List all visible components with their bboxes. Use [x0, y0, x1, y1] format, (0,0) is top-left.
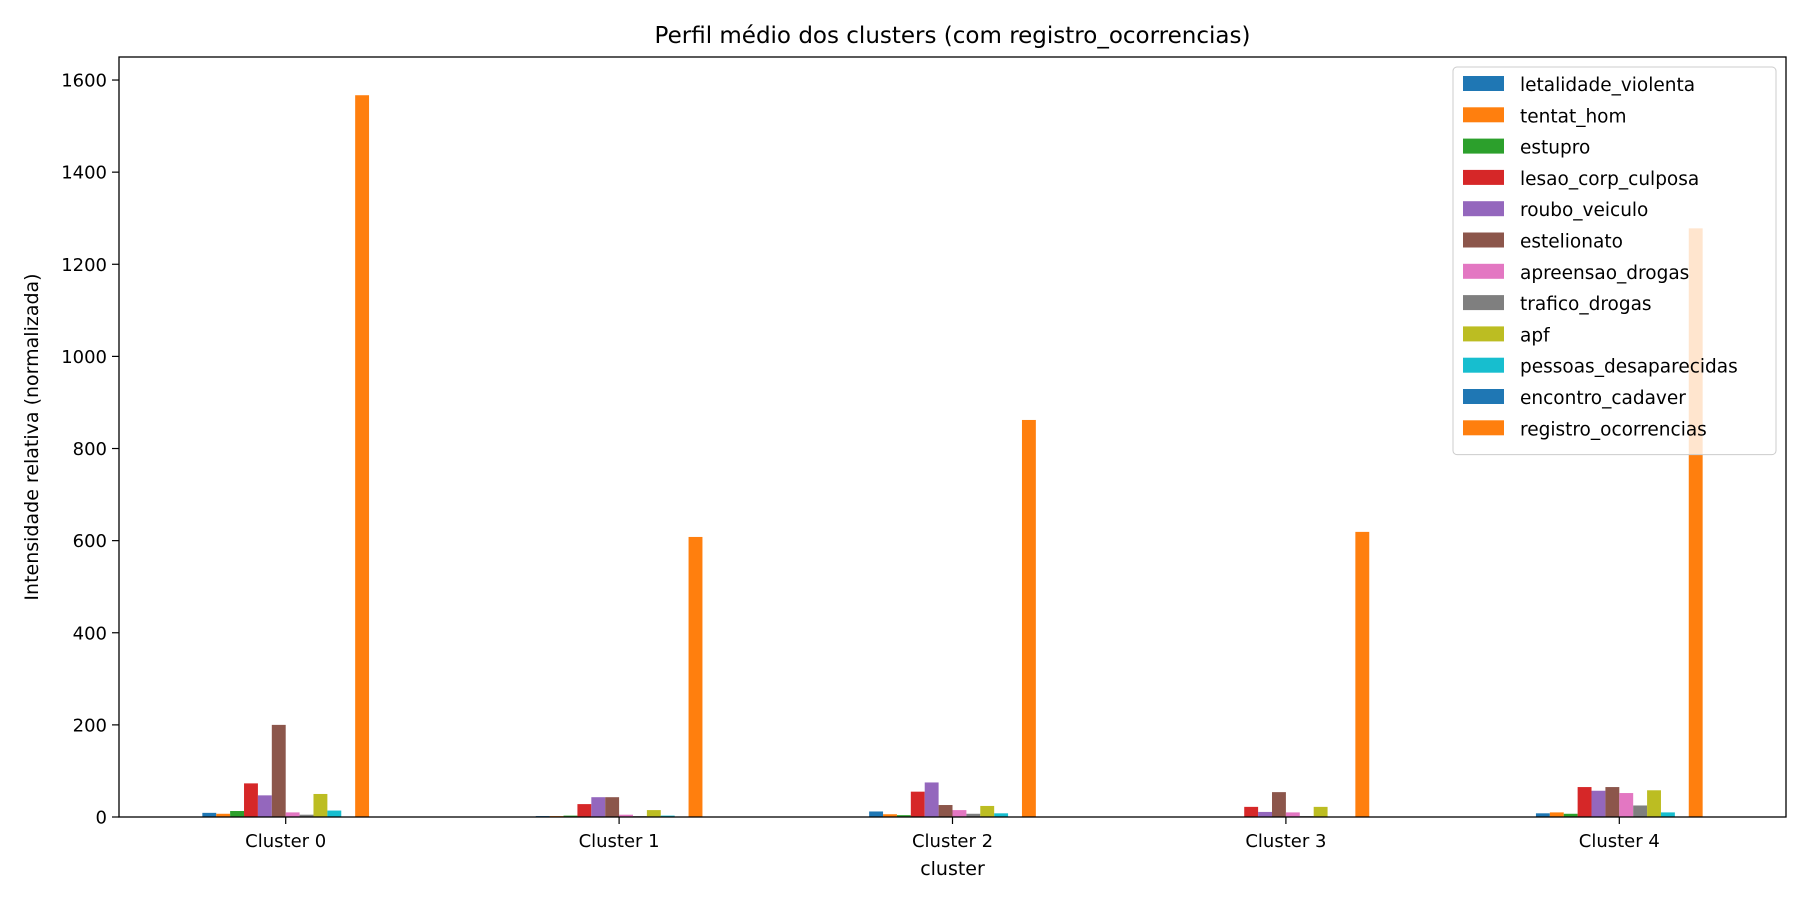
bar-apreensao_drogas-3: [1286, 812, 1300, 817]
bar-pessoas_desaparecidas-4: [1661, 812, 1675, 817]
bar-roubo_veiculo-2: [925, 782, 939, 817]
bar-estupro-0: [230, 811, 244, 817]
bar-estelionato-0: [272, 725, 286, 817]
bar-estelionato-4: [1605, 787, 1619, 817]
bar-registro_ocorrencias-1: [689, 537, 703, 817]
y-tick-label: 600: [73, 531, 107, 552]
y-tick-label: 0: [96, 808, 107, 829]
chart-title: Perfil médio dos clusters (com registro_…: [655, 23, 1251, 49]
legend-swatch-letalidade_violenta: [1463, 76, 1504, 91]
bar-apf-2: [980, 806, 994, 817]
legend-swatch-roubo_veiculo: [1463, 201, 1504, 216]
legend-label-letalidade_violenta: letalidade_violenta: [1520, 75, 1695, 96]
legend-label-estupro: estupro: [1520, 138, 1590, 159]
bar-lesao_corp_culposa-2: [911, 792, 925, 817]
y-tick-label: 1200: [61, 255, 107, 276]
y-tick-label: 1400: [61, 163, 107, 184]
bar-tentat_hom-4: [1550, 812, 1564, 817]
y-tick-label: 200: [73, 715, 107, 736]
legend-label-apreensao_drogas: apreensao_drogas: [1520, 263, 1689, 284]
bar-apf-4: [1647, 790, 1661, 817]
bar-apf-0: [313, 794, 327, 817]
legend-swatch-registro_ocorrencias: [1463, 420, 1504, 435]
legend-label-lesao_corp_culposa: lesao_corp_culposa: [1520, 169, 1699, 190]
x-tick-label: Cluster 4: [1579, 831, 1660, 852]
legend-label-tentat_hom: tentat_hom: [1520, 106, 1627, 127]
bar-registro_ocorrencias-0: [355, 95, 369, 817]
y-tick-label: 1000: [61, 347, 107, 368]
bar-roubo_veiculo-1: [591, 797, 605, 817]
legend-label-registro_ocorrencias: registro_ocorrencias: [1520, 419, 1707, 440]
bar-roubo_veiculo-4: [1592, 791, 1606, 817]
legend-swatch-apreensao_drogas: [1463, 264, 1504, 279]
legend-swatch-tentat_hom: [1463, 107, 1504, 122]
legend-label-encontro_cadaver: encontro_cadaver: [1520, 388, 1686, 409]
y-tick-label: 1600: [61, 71, 107, 92]
y-tick-label: 400: [73, 623, 107, 644]
x-axis-label: cluster: [920, 858, 985, 880]
bar-lesao_corp_culposa-0: [244, 783, 258, 817]
legend-label-roubo_veiculo: roubo_veiculo: [1520, 200, 1648, 221]
bar-estelionato-3: [1272, 792, 1286, 817]
x-tick-label: Cluster 2: [912, 831, 993, 852]
bar-lesao_corp_culposa-4: [1578, 787, 1592, 817]
bar-apreensao_drogas-0: [286, 812, 300, 817]
legend-label-trafico_drogas: trafico_drogas: [1520, 294, 1652, 315]
legend-swatch-encontro_cadaver: [1463, 389, 1504, 404]
legend-swatch-pessoas_desaparecidas: [1463, 358, 1504, 373]
legend-label-apf: apf: [1520, 325, 1550, 346]
bar-roubo_veiculo-0: [258, 795, 272, 817]
bar-trafico_drogas-4: [1633, 805, 1647, 817]
legend-swatch-apf: [1463, 326, 1504, 341]
bar-lesao_corp_culposa-3: [1244, 807, 1258, 817]
x-tick-label: Cluster 1: [579, 831, 660, 852]
bar-apreensao_drogas-2: [953, 810, 967, 817]
legend-swatch-estelionato: [1463, 233, 1504, 248]
bar-apreensao_drogas-4: [1619, 793, 1633, 817]
y-axis-label: Intensidade relativa (normalizada): [21, 273, 43, 600]
legend-swatch-estupro: [1463, 139, 1504, 154]
bar-registro_ocorrencias-2: [1022, 420, 1036, 817]
bar-roubo_veiculo-3: [1258, 812, 1272, 817]
bar-lesao_corp_culposa-1: [577, 804, 591, 817]
legend-label-estelionato: estelionato: [1520, 232, 1623, 253]
x-tick-label: Cluster 3: [1245, 831, 1326, 852]
legend-label-pessoas_desaparecidas: pessoas_desaparecidas: [1520, 357, 1738, 378]
bar-letalidade_violenta-2: [869, 811, 883, 817]
legend-swatch-trafico_drogas: [1463, 295, 1504, 310]
y-tick-label: 800: [73, 439, 107, 460]
bar-apf-3: [1314, 807, 1328, 817]
bar-apf-1: [647, 810, 661, 817]
legend-swatch-lesao_corp_culposa: [1463, 170, 1504, 185]
bar-registro_ocorrencias-3: [1355, 532, 1369, 817]
bar-pessoas_desaparecidas-0: [327, 811, 341, 817]
x-tick-label: Cluster 0: [245, 831, 326, 852]
bar-estelionato-2: [939, 805, 953, 817]
bar-estelionato-1: [605, 797, 619, 817]
